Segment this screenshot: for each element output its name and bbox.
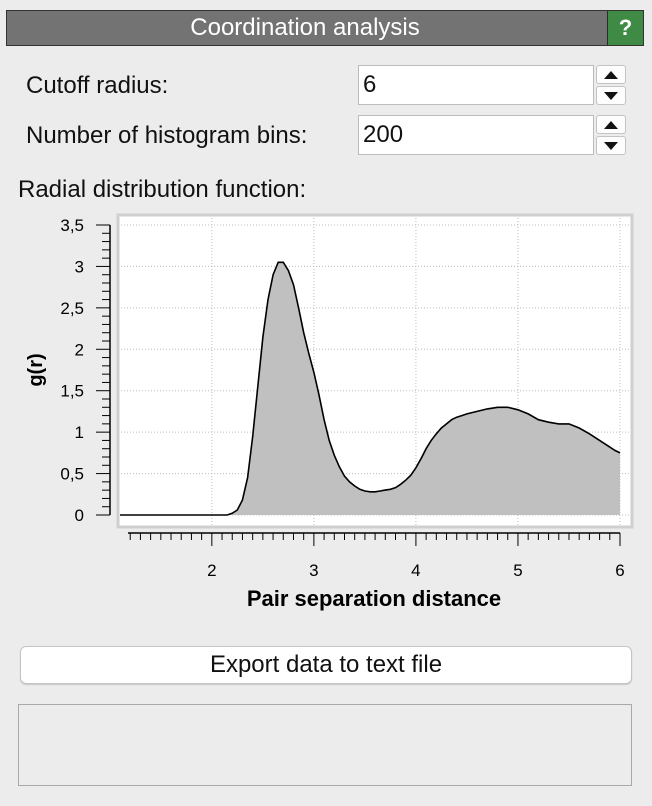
bins-decrement-button[interactable] xyxy=(596,136,626,155)
help-button[interactable]: ? xyxy=(607,11,643,45)
x-axis: 2 3 4 5 6 xyxy=(128,532,625,580)
export-data-button[interactable]: Export data to text file xyxy=(20,646,632,684)
y-tick-label: 0,5 xyxy=(60,465,84,484)
arrow-down-icon xyxy=(604,142,618,150)
rdf-chart: 0 0,5 1 1,5 2 2,5 3 3,5 2 3 4 5 6 g(r) Pair separat… xyxy=(25,213,634,611)
y-tick-label: 2 xyxy=(75,340,84,359)
rdf-line xyxy=(120,261,621,516)
x-tick-label: 5 xyxy=(513,561,522,580)
x-tick-label: 4 xyxy=(411,561,420,580)
x-axis-label: Pair separation distance xyxy=(247,586,501,611)
y-tick-label: 1 xyxy=(75,423,84,442)
x-tick-label: 6 xyxy=(615,561,624,580)
y-axis-label: g(r) xyxy=(25,353,47,386)
panel-title-bar: Coordination analysis ? xyxy=(6,10,644,46)
rdf-area xyxy=(120,262,620,515)
histogram-bins-label: Number of histogram bins: xyxy=(26,122,308,149)
arrow-up-icon xyxy=(604,121,618,129)
y-tick-label: 1,5 xyxy=(60,382,84,401)
histogram-bins-spinner xyxy=(596,115,626,155)
cutoff-radius-label: Cutoff radius: xyxy=(26,72,169,99)
cutoff-increment-button[interactable] xyxy=(596,65,626,84)
panel-title: Coordination analysis xyxy=(190,14,420,41)
x-tick-label: 3 xyxy=(309,561,318,580)
y-axis: 0 0,5 1 1,5 2 2,5 3 3,5 xyxy=(60,216,111,525)
y-tick-label: 3,5 xyxy=(60,216,84,235)
status-panel xyxy=(18,704,632,786)
y-tick-label: 3 xyxy=(75,257,84,276)
bins-increment-button[interactable] xyxy=(596,115,626,134)
cutoff-radius-spinner xyxy=(596,65,626,105)
x-tick-label: 2 xyxy=(207,561,216,580)
y-tick-label: 0 xyxy=(75,506,84,525)
plot-frame xyxy=(116,213,634,529)
histogram-bins-input[interactable]: 200 xyxy=(358,115,594,155)
cutoff-decrement-button[interactable] xyxy=(596,86,626,105)
y-tick-label: 2,5 xyxy=(60,299,84,318)
cutoff-radius-input[interactable]: 6 xyxy=(358,65,594,105)
rdf-label: Radial distribution function: xyxy=(18,176,307,203)
arrow-down-icon xyxy=(604,92,618,100)
arrow-up-icon xyxy=(604,71,618,79)
